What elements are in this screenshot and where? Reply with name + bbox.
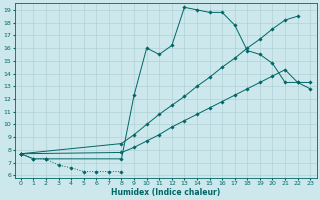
X-axis label: Humidex (Indice chaleur): Humidex (Indice chaleur): [111, 188, 220, 197]
